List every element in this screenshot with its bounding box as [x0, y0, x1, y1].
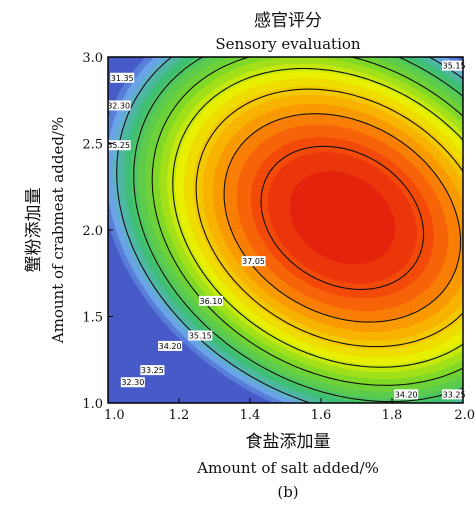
- x-tick-label: 1.2: [169, 408, 190, 423]
- contour-label: 37.05: [242, 257, 265, 266]
- contour-label: 35.15: [443, 62, 466, 71]
- chart-title-zh: 感官评分: [254, 11, 322, 31]
- contour-label: 35.25: [107, 141, 130, 150]
- contour-label: 36.10: [199, 297, 222, 306]
- chart-title-en: Sensory evaluation: [215, 35, 361, 53]
- x-tick-label: 1.8: [382, 408, 403, 423]
- panel-label: (b): [277, 483, 298, 501]
- contour-label: 35.15: [189, 332, 212, 341]
- plot-area: 31.35 32.30 35.25 35.15 37.05 36.10 35.15 34.20…: [106, 56, 467, 404]
- y-tick-label: 2.5: [82, 138, 103, 153]
- x-tick-label: 2.0: [454, 408, 475, 423]
- y-tick-label: 3.0: [82, 51, 103, 66]
- contour-line-6: [260, 145, 425, 290]
- contour-label-bg: [188, 330, 213, 341]
- contour-line-5: [223, 113, 462, 323]
- x-tick-label: 1.6: [311, 408, 332, 423]
- y-tick-label: 1.0: [82, 397, 103, 412]
- x-axis-ticks: 1.0 1.2 1.4 1.6 1.8 2.0: [104, 398, 475, 423]
- contour-label: 33.25: [141, 366, 164, 375]
- contour-line-4: [195, 88, 464, 348]
- y-tick-label: 2.0: [82, 224, 103, 239]
- contour-label: 31.35: [111, 74, 134, 83]
- contour-line-2: [151, 56, 464, 386]
- y-axis-ticks: 1.0 1.5 2.0 2.5 3.0: [82, 51, 113, 412]
- y-axis-title-zh: 蟹粉添加量: [24, 188, 44, 273]
- contour-label-bg: [442, 389, 467, 400]
- contour-label-bg: [106, 140, 131, 151]
- contour-lines: [116, 56, 464, 404]
- contour-label-bg: [110, 72, 135, 83]
- contour-label-bg: [241, 256, 266, 267]
- x-tick-label: 1.0: [104, 408, 125, 423]
- contour-label: 34.20: [159, 342, 182, 351]
- contour-label: 32.30: [107, 101, 130, 110]
- contour-line-3: [172, 67, 464, 368]
- contour-label-bg: [442, 60, 467, 71]
- x-axis-title-zh: 食盐添加量: [246, 432, 331, 452]
- contour-label: 32.30: [121, 378, 144, 387]
- contour-label-bg: [106, 100, 131, 111]
- contour-line-0: [116, 56, 464, 404]
- y-axis-title-en: Amount of crabmeat added/%: [49, 117, 67, 344]
- x-axis-title-en: Amount of salt added/%: [196, 459, 379, 477]
- contour-labels: 31.35 32.30 35.25 35.15 37.05 36.10 35.15 34.20…: [106, 60, 467, 400]
- contour-line-1: [133, 56, 464, 403]
- y-tick-label: 1.5: [82, 311, 103, 326]
- contour-label-bg: [394, 389, 419, 400]
- contour-label-bg: [158, 340, 183, 351]
- contour-label-bg: [198, 295, 223, 306]
- contour-label-bg: [120, 377, 145, 388]
- contour-label: 33.25: [443, 390, 466, 399]
- contour-label: 34.20: [395, 390, 418, 399]
- contour-label-bg: [140, 365, 165, 376]
- x-tick-label: 1.4: [240, 408, 261, 423]
